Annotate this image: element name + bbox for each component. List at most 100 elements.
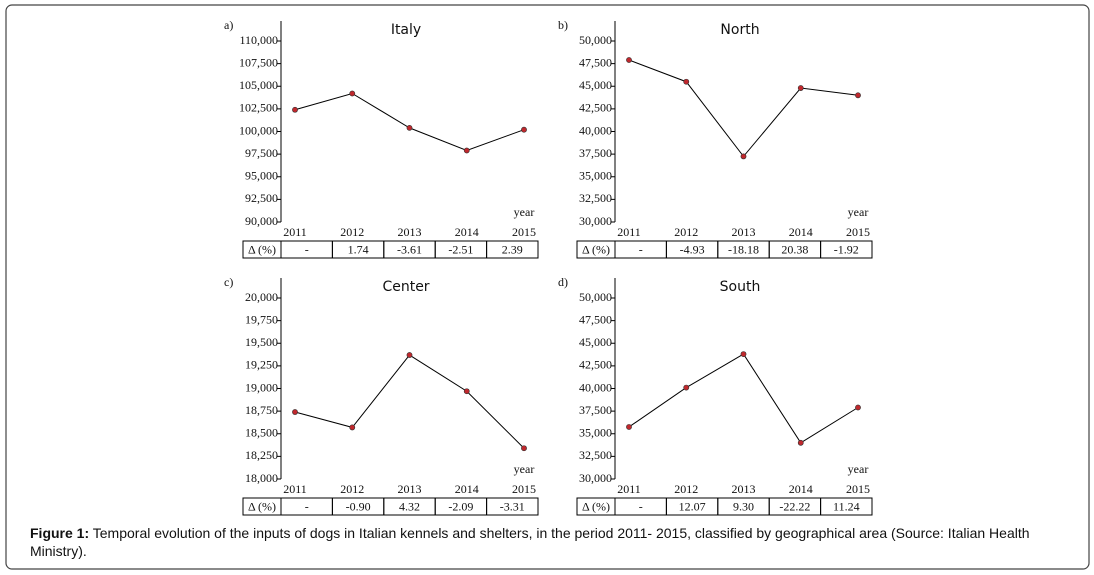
- x-tick-label: 2014: [455, 225, 479, 239]
- x-axis-label: year: [848, 205, 869, 219]
- data-line: [294, 354, 525, 449]
- data-point: [406, 124, 413, 131]
- x-axis-label: year: [848, 462, 869, 476]
- delta-value: 12.07: [679, 499, 706, 513]
- data-point: [626, 57, 632, 63]
- x-tick-label: 2012: [340, 225, 364, 239]
- delta-value: -18.18: [728, 242, 759, 256]
- panel-label: b): [558, 18, 568, 32]
- x-axis-label: year: [514, 205, 535, 219]
- title: North: [720, 22, 759, 38]
- y-tick-label: 50,000: [579, 33, 612, 47]
- x-tick-label: 2011: [617, 482, 641, 496]
- caption: Figure 1: Temporal evolution of the inpu…: [30, 524, 1075, 560]
- data-point: [740, 351, 747, 358]
- y-tick-label: 19,750: [245, 312, 278, 326]
- y-tick-label: 30,000: [579, 214, 612, 228]
- y-tick-label: 18,000: [245, 471, 278, 485]
- y-tick-label: 19,000: [245, 380, 278, 394]
- title: Italy: [391, 22, 421, 38]
- panel-label: d): [558, 275, 568, 289]
- data-line: [628, 59, 859, 158]
- delta-value: 2.39: [502, 242, 523, 256]
- delta-value: -2.51: [448, 242, 473, 256]
- y-tick-label: 37,500: [579, 146, 612, 160]
- data-point: [292, 409, 298, 415]
- caption-label: Figure 1:: [30, 525, 90, 541]
- y-tick-label: 105,000: [239, 78, 278, 92]
- y-tick-label: 30,000: [579, 471, 612, 485]
- delta-value: -1.92: [834, 242, 859, 256]
- delta-value: -: [639, 499, 643, 513]
- y-tick-label: 19,250: [245, 358, 278, 372]
- data-line: [628, 353, 859, 444]
- title: South: [720, 279, 761, 295]
- y-tick-label: 110,000: [239, 33, 278, 47]
- delta-value: 20.38: [781, 242, 808, 256]
- y-tick-label: 18,750: [245, 403, 278, 417]
- y-tick-label: 19,500: [245, 335, 278, 349]
- delta-value: -3.31: [500, 499, 525, 513]
- y-tick-label: 102,500: [239, 101, 278, 115]
- data-point: [463, 388, 470, 395]
- x-tick-label: 2011: [283, 225, 307, 239]
- y-tick-label: 37,500: [579, 403, 612, 417]
- data-point: [855, 404, 861, 411]
- table-cell: [486, 240, 539, 259]
- y-tick-label: 18,250: [245, 448, 278, 462]
- x-tick-label: 2013: [398, 482, 422, 496]
- delta-value: -3.61: [397, 242, 422, 256]
- table-cell: [820, 240, 873, 259]
- y-tick-label: 95,000: [245, 169, 278, 183]
- x-tick-label: 2015: [846, 225, 870, 239]
- y-tick-label: 45,000: [579, 78, 612, 92]
- x-tick-label: 2013: [732, 225, 756, 239]
- y-tick-label: 20,000: [245, 290, 278, 304]
- delta-value: -0.90: [346, 499, 371, 513]
- delta-value: -22.22: [779, 499, 810, 513]
- y-tick-label: 100,000: [239, 123, 278, 137]
- data-point: [797, 439, 804, 446]
- data-point: [521, 445, 527, 452]
- y-tick-label: 42,500: [579, 101, 612, 115]
- x-tick-label: 2011: [283, 482, 307, 496]
- y-tick-label: 92,500: [245, 191, 278, 205]
- y-tick-label: 40,000: [579, 380, 612, 394]
- frame: [5, 4, 1090, 570]
- data-point: [463, 147, 470, 154]
- y-tick-label: 32,500: [579, 191, 612, 205]
- x-tick-label: 2013: [732, 482, 756, 496]
- y-tick-label: 107,500: [239, 55, 278, 69]
- y-tick-label: 42,500: [579, 358, 612, 372]
- y-tick-label: 50,000: [579, 290, 612, 304]
- delta-value: 11.24: [833, 499, 860, 513]
- x-tick-label: 2013: [398, 225, 422, 239]
- data-point: [683, 384, 690, 391]
- x-tick-label: 2012: [340, 482, 364, 496]
- x-tick-label: 2015: [512, 482, 536, 496]
- delta-value: -2.09: [448, 499, 473, 513]
- y-tick-label: 40,000: [579, 123, 612, 137]
- table-header: Δ (%): [582, 499, 610, 513]
- table-header: Δ (%): [582, 242, 610, 256]
- y-tick-label: 47,500: [579, 55, 612, 69]
- x-axis-label: year: [514, 462, 535, 476]
- title: Center: [382, 279, 429, 295]
- x-tick-label: 2015: [512, 225, 536, 239]
- y-tick-label: 18,500: [245, 426, 278, 440]
- y-tick-label: 45,000: [579, 335, 612, 349]
- delta-value: -: [639, 242, 643, 256]
- x-tick-label: 2012: [674, 225, 698, 239]
- x-tick-label: 2012: [674, 482, 698, 496]
- y-tick-label: 35,000: [579, 169, 612, 183]
- delta-value: 4.32: [399, 499, 420, 513]
- delta-value: 9.30: [733, 499, 754, 513]
- y-tick-label: 35,000: [579, 426, 612, 440]
- data-point: [797, 85, 804, 91]
- x-tick-label: 2014: [455, 482, 479, 496]
- data-point: [349, 424, 356, 431]
- data-point: [740, 153, 747, 160]
- table-cell: [820, 497, 873, 516]
